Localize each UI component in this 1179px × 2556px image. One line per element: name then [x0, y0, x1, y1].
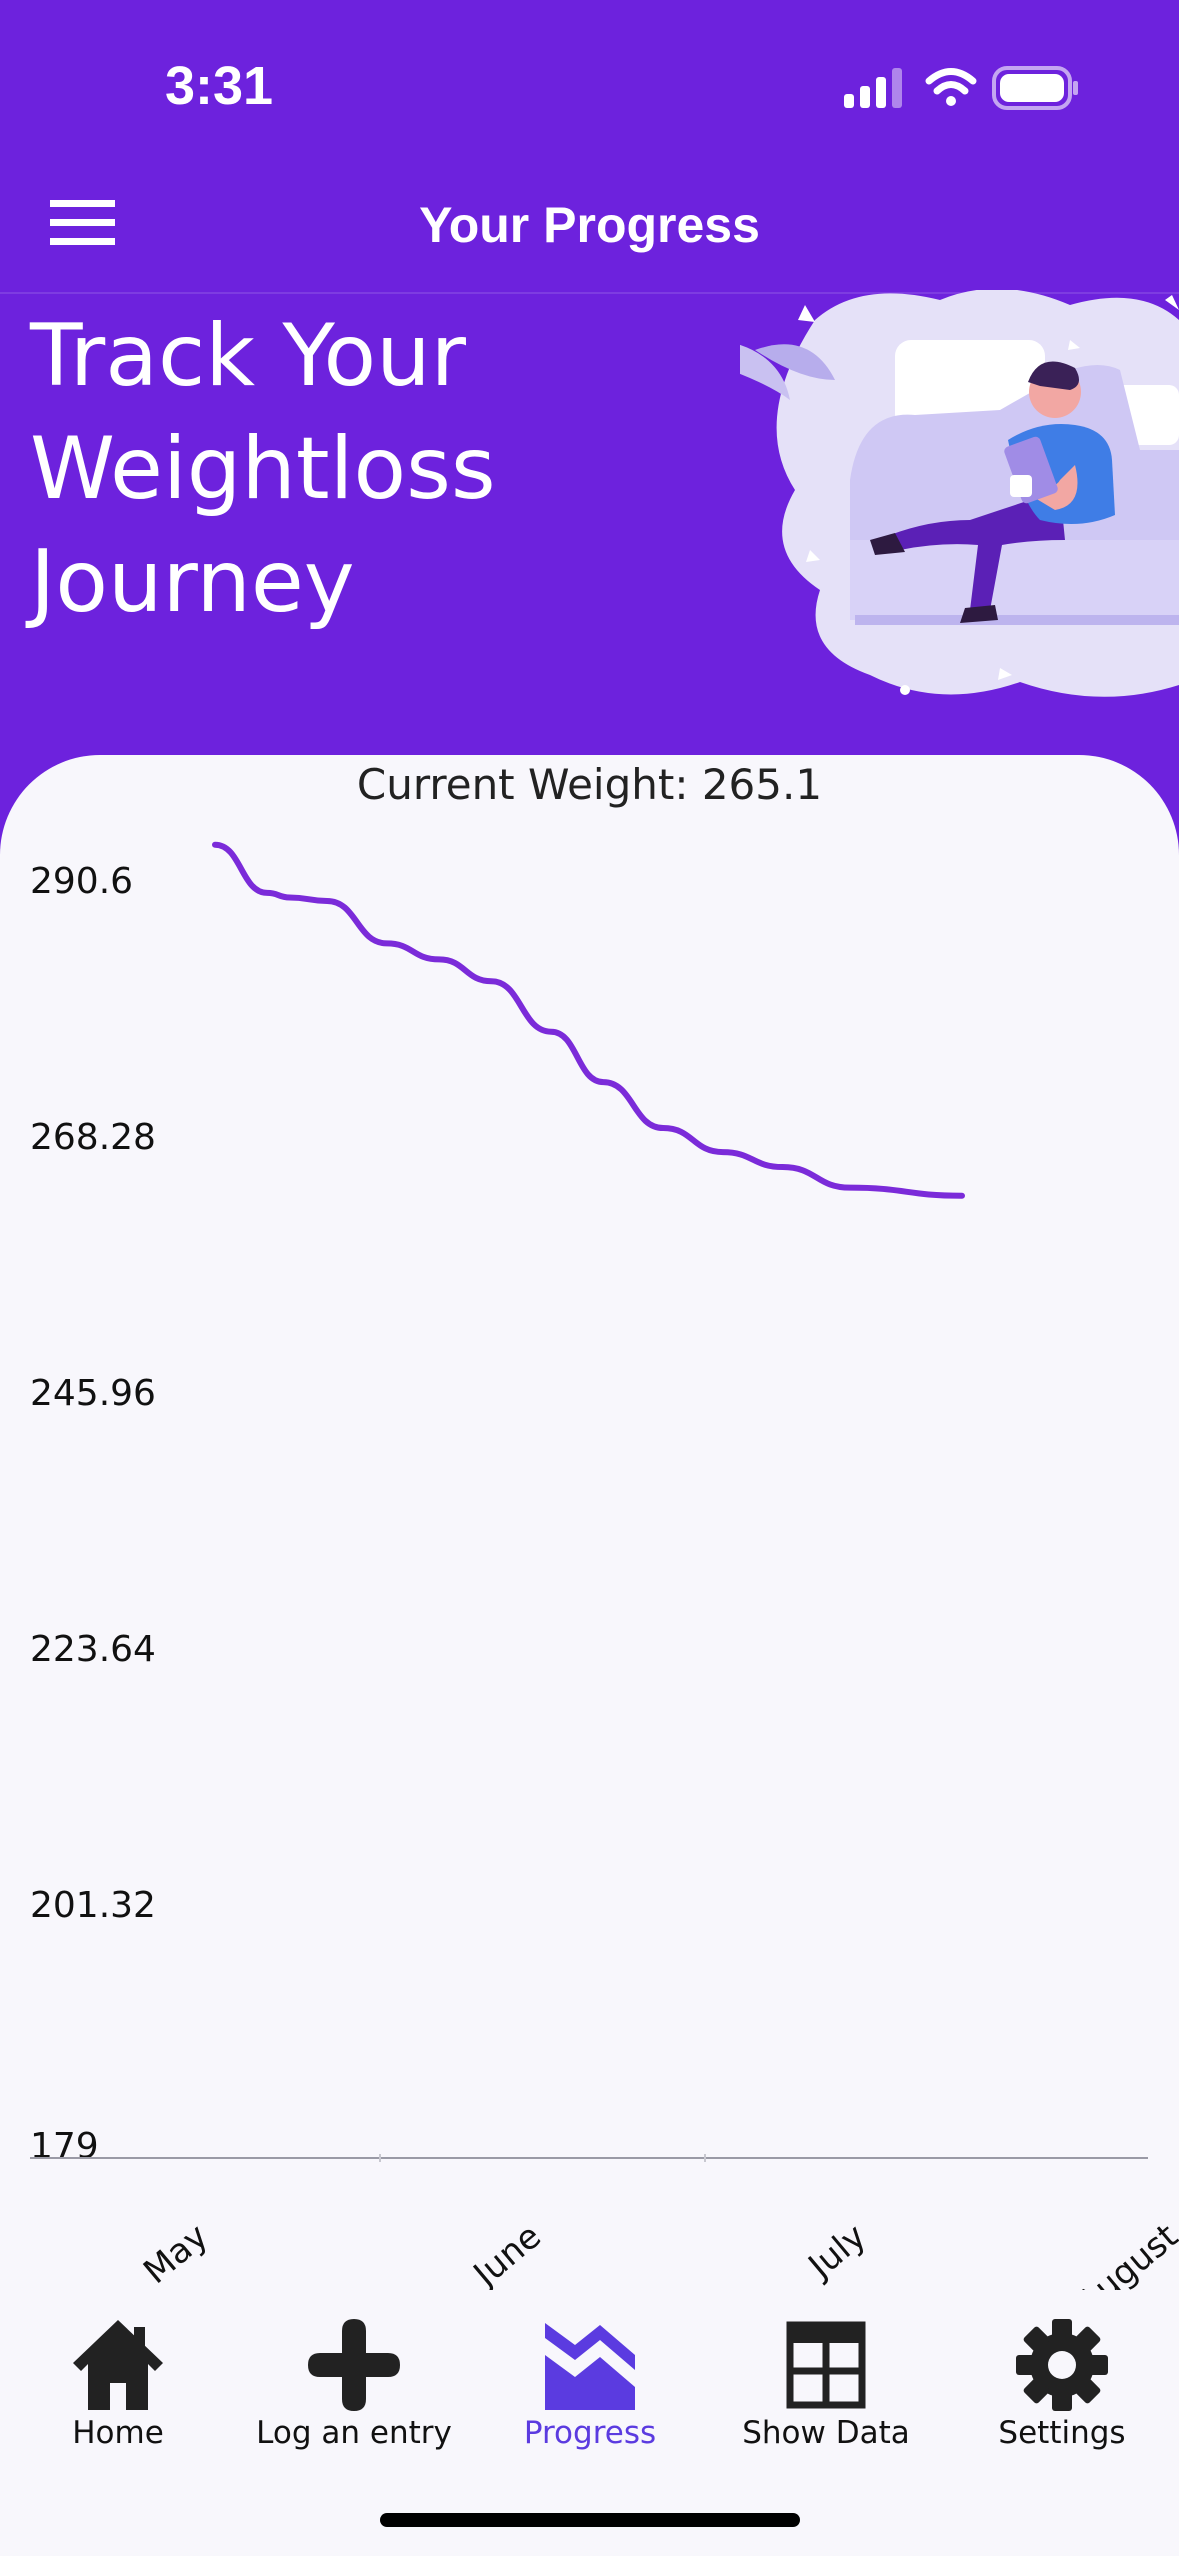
tab-progress-label: Progress [523, 2415, 657, 2451]
y-tick-label: 290.6 [30, 861, 133, 902]
bottom-tab-bar: Home Log an entry Progress Show Data [0, 2290, 1179, 2556]
page-title: Your Progress [419, 197, 760, 253]
y-tick-label: 223.64 [30, 1629, 156, 1670]
hero-line-3: Journey [30, 532, 355, 632]
wifi-icon [925, 68, 977, 106]
x-tick-label: August [1069, 2216, 1179, 2300]
tab-home-label: Home [72, 2415, 164, 2451]
y-tick-label: 245.96 [30, 1373, 156, 1414]
menu-button[interactable] [50, 198, 115, 248]
person-on-couch-illustration [740, 290, 1179, 697]
x-tick-label: July [800, 2216, 874, 2287]
tab-log-entry-label: Log an entry [256, 2415, 452, 2451]
tab-home[interactable]: Home [0, 2290, 236, 2490]
y-tick-label: 268.28 [30, 1117, 156, 1158]
tab-log-entry[interactable]: Log an entry [236, 2290, 472, 2490]
x-tick-label: June [465, 2216, 549, 2296]
tab-settings-label: Settings [998, 2415, 1126, 2451]
signal-icon [844, 68, 902, 108]
plus-icon [308, 2319, 400, 2411]
y-tick-label: 179 [30, 2126, 99, 2167]
hero-line-1: Track Your [30, 306, 466, 406]
table-icon [786, 2321, 866, 2409]
header-banner: 3:31 Your Progress Track Your Weightloss… [0, 0, 1179, 855]
y-tick-label: 201.32 [30, 1885, 156, 1926]
chart-icon [545, 2323, 635, 2410]
weight-series-line [212, 841, 965, 1199]
home-icon [73, 2320, 163, 2410]
appbar-divider [0, 292, 1179, 294]
home-indicator [380, 2513, 800, 2527]
tab-progress[interactable]: Progress [472, 2290, 708, 2490]
hero-heading: Track Your Weightloss Journey [30, 300, 590, 639]
gear-icon [1016, 2319, 1108, 2411]
tab-settings[interactable]: Settings [944, 2290, 1179, 2490]
x-tick-label: May [136, 2216, 216, 2292]
battery-icon [992, 66, 1078, 110]
hero-line-2: Weightloss [30, 419, 496, 519]
chart-card [0, 755, 1179, 2285]
tab-show-data-label: Show Data [742, 2415, 910, 2451]
tab-show-data[interactable]: Show Data [708, 2290, 944, 2490]
weight-line-chart: 290.6 268.28 245.96 223.64 201.32 179 May June J… [30, 841, 1179, 2300]
status-time: 3:31 [165, 56, 274, 116]
status-icons [844, 66, 1078, 110]
current-weight-label: Current Weight: 265.1 [356, 760, 823, 809]
